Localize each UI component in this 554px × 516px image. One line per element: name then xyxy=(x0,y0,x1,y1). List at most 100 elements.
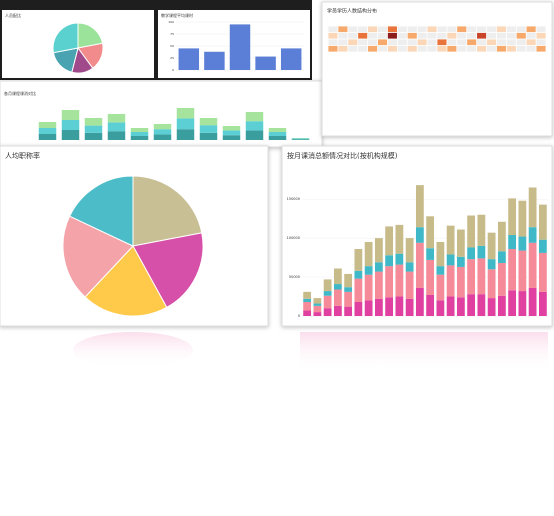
bar-segment xyxy=(426,294,435,316)
heat-cell xyxy=(387,26,397,33)
heat-cell xyxy=(477,39,487,46)
heat-cell xyxy=(338,45,348,52)
heat-cell xyxy=(516,39,526,46)
heat-cell xyxy=(467,39,477,46)
heat-cell xyxy=(516,45,526,52)
bar-segment xyxy=(405,238,414,263)
heat-cell xyxy=(437,39,447,46)
heat-cell xyxy=(368,26,378,33)
heat-cell xyxy=(437,26,447,33)
heat-cell xyxy=(377,26,388,33)
bar-segment xyxy=(153,129,172,135)
bar-segment xyxy=(303,310,312,316)
bar-segment xyxy=(364,242,373,267)
bar-segment xyxy=(303,301,312,311)
bar-segment xyxy=(61,130,80,140)
bar-segment xyxy=(487,269,496,299)
heat-cell xyxy=(377,39,388,46)
bar-segment xyxy=(313,298,322,304)
bar-segment xyxy=(528,242,537,288)
bar-segment xyxy=(415,242,424,288)
bar xyxy=(255,56,276,70)
bar-segment xyxy=(364,300,373,316)
bar-segment xyxy=(395,224,404,254)
heat-cell xyxy=(328,32,338,39)
heat-cell xyxy=(397,32,407,39)
bar-segment xyxy=(323,295,332,309)
heat-cell xyxy=(447,45,457,52)
bar xyxy=(204,51,225,70)
heat-cell xyxy=(397,45,407,52)
bar-segment xyxy=(61,110,80,120)
heat-cell xyxy=(526,32,536,39)
heat-cell xyxy=(338,39,348,46)
heat-cell xyxy=(348,45,358,52)
bar-segment xyxy=(528,187,537,228)
heat-cell xyxy=(348,32,358,39)
heat-cell xyxy=(338,26,348,33)
bar-segment xyxy=(245,121,264,131)
bar-segment xyxy=(344,273,353,288)
heat-cell xyxy=(417,39,427,46)
title: 人均职称率 xyxy=(5,151,40,160)
bar-segment xyxy=(415,227,424,243)
bar-segment xyxy=(405,262,414,272)
heat-cell xyxy=(496,32,506,39)
bar-segment xyxy=(395,264,404,297)
bar-segment xyxy=(446,254,455,266)
bar xyxy=(178,48,200,70)
bar-segment xyxy=(508,234,517,250)
bar-segment xyxy=(436,242,445,267)
heat-cell xyxy=(377,32,388,39)
heat-cell xyxy=(397,26,407,33)
bar-segment xyxy=(385,226,394,256)
bar-segment xyxy=(518,200,527,237)
bar-segment xyxy=(84,125,103,133)
bar-segment xyxy=(323,308,332,316)
heat-cell xyxy=(348,26,358,33)
bar-segment xyxy=(385,266,394,298)
bar-segment xyxy=(415,185,424,228)
heat-cell xyxy=(447,32,457,39)
pie-slice xyxy=(62,215,134,298)
heat-cell xyxy=(486,32,497,39)
heat-cell xyxy=(407,39,417,46)
heat-cell xyxy=(457,45,467,52)
bar-segment xyxy=(538,204,547,240)
heat-cell xyxy=(358,26,368,33)
heat-cell xyxy=(477,26,487,33)
bar-segment xyxy=(477,294,486,316)
heat-cell xyxy=(387,39,397,46)
bar-segment xyxy=(323,291,332,296)
heat-cell xyxy=(358,39,368,46)
bar-segment xyxy=(518,250,527,292)
y-tick-label: 0 xyxy=(172,68,174,72)
heat-cell xyxy=(526,45,536,52)
heat-cell xyxy=(377,45,388,52)
bar-segment xyxy=(436,274,445,301)
y-tick-label: 100000 xyxy=(287,236,300,240)
heat-cell xyxy=(506,45,516,52)
heat-cell xyxy=(417,32,427,39)
heat-cell xyxy=(358,32,368,39)
heat-cell xyxy=(486,26,497,33)
bar-segment xyxy=(84,132,103,140)
bar-segment xyxy=(538,252,547,292)
heat-cell xyxy=(506,26,516,33)
bar-segment xyxy=(497,295,506,316)
bar-segment xyxy=(333,305,342,316)
bar-segment xyxy=(84,118,103,126)
heat-cell xyxy=(447,26,457,33)
bar-segment xyxy=(268,128,287,132)
bar-segment xyxy=(61,120,80,130)
bar-segment xyxy=(436,266,445,275)
bar-segment xyxy=(487,259,496,270)
heat-cell xyxy=(407,32,417,39)
heat-cell xyxy=(457,39,467,46)
heat-cell xyxy=(457,26,467,33)
bar-segment xyxy=(456,256,465,267)
bar-segment xyxy=(38,122,57,128)
heat-cell xyxy=(496,45,506,52)
heat-cell xyxy=(477,32,487,39)
bar-segment xyxy=(538,291,547,316)
